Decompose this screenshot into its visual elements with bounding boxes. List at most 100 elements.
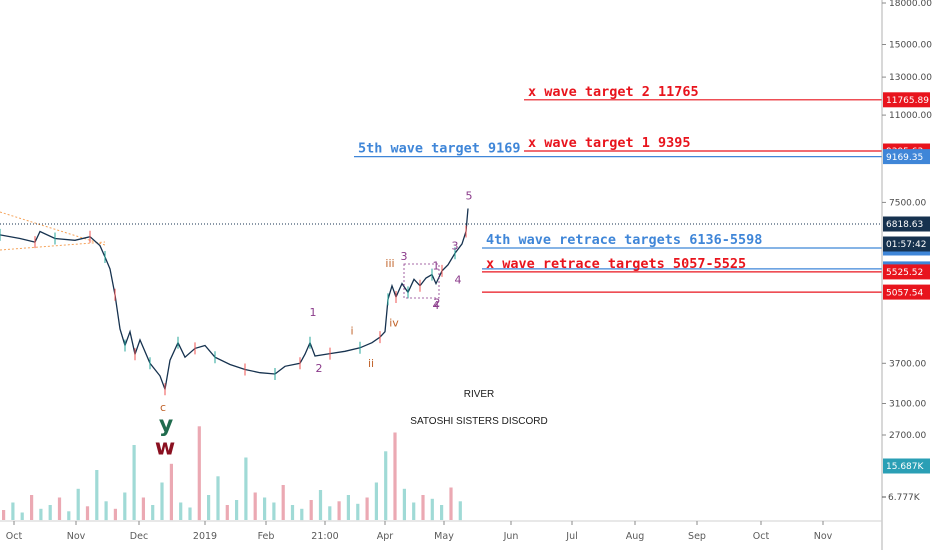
time-tick-label: 2019 [193, 531, 217, 542]
volume-bar [337, 501, 341, 521]
time-tick-label: Sep [688, 531, 706, 542]
volume-bar [263, 497, 267, 520]
volume-bar [197, 426, 201, 521]
volume-bar [458, 501, 462, 521]
wave-big-label: y [159, 413, 173, 438]
volume-bar [449, 487, 453, 520]
wave-label: 5 [466, 189, 473, 202]
volume-bar [402, 488, 406, 521]
time-tick-label: May [434, 531, 454, 542]
time-tick-label: Jul [565, 531, 577, 542]
target-badge-bg [883, 284, 930, 300]
notes: RIVER SATOSHI SISTERS DISCORD [410, 389, 547, 427]
time-tick-label: Nov [67, 531, 86, 542]
volume-bar [207, 495, 211, 520]
target-label: 4th wave retrace targets 6136-5598 [486, 232, 762, 248]
volume-bar [356, 503, 360, 521]
wave-label: iv [389, 316, 399, 329]
note-discord: SATOSHI SISTERS DISCORD [410, 416, 547, 427]
time-tick-label: Oct [753, 531, 770, 542]
time-tick-label: Dec [130, 531, 148, 542]
volume-bar [244, 457, 248, 520]
note-river: RIVER [464, 389, 495, 400]
volume-bar [151, 505, 155, 520]
target-label: 5th wave target 9169 [358, 141, 521, 157]
volume-bar [393, 432, 397, 520]
volume-bar [39, 508, 43, 521]
price-line [0, 208, 469, 392]
volume-bar [281, 485, 285, 520]
target-label: x wave target 1 9395 [528, 135, 691, 151]
volume-bar [300, 508, 304, 521]
volume-bar [290, 505, 295, 520]
volume-bar [57, 497, 62, 520]
fib-lines [0, 211, 106, 251]
volume-bar [188, 507, 192, 520]
countdown-badge: 01:57:42 [886, 240, 926, 250]
volume-bars [2, 426, 462, 521]
price-tick-label: 2700.00 [889, 431, 926, 441]
volume-bar [113, 508, 117, 521]
price-axis[interactable]: 18000.00 15000.00 13000.00 11000.00 7500.00 3… [882, 0, 932, 441]
countdown-badge-bg [883, 236, 930, 252]
volume-bar [67, 511, 71, 521]
wave-label: 1 [433, 260, 440, 273]
wave-label: 4 [433, 299, 440, 312]
volume-bar [421, 495, 425, 520]
wave-label: 2 [316, 362, 323, 375]
price-series [0, 208, 469, 396]
price-tick-label: 18000.00 [889, 0, 932, 9]
time-tick-label: Oct [6, 531, 23, 542]
volume-bar [30, 495, 34, 520]
volume-bar [318, 490, 323, 520]
target-badge-bg [883, 149, 930, 165]
wave-label: 2 [434, 296, 441, 309]
wave-label: 3 [401, 250, 408, 263]
target-badge-bg [883, 264, 930, 280]
target-lines: x wave target 2 11765 x wave target 1 939… [0, 84, 882, 293]
target-badge: 9169.35 [886, 153, 923, 163]
volume-bar [346, 495, 350, 520]
price-tick-label: 3700.00 [889, 359, 926, 369]
target-badge-bg [883, 92, 930, 108]
time-tick-label: Feb [258, 531, 275, 542]
volume-bar [412, 502, 416, 520]
volume-average-label: 6.777K [888, 493, 921, 503]
time-axis[interactable]: Oct Nov Dec 2019 Feb 21:00 Apr May Jun Jul Aug Sep O… [6, 521, 833, 542]
volume-current-badge-bg [883, 458, 930, 474]
volume-bar [132, 445, 136, 520]
time-tick-label: Apr [377, 531, 394, 542]
target-label: x wave target 2 11765 [528, 84, 699, 100]
wave-label: 3 [452, 239, 459, 252]
price-tick-label: 15000.00 [889, 41, 932, 51]
volume-bar [225, 505, 229, 520]
time-tick-label: 21:00 [311, 531, 338, 542]
wave-label: 4 [455, 274, 462, 287]
wave-label: c [160, 401, 166, 414]
current-price-badge-bg [883, 216, 930, 232]
volume-bar [123, 492, 127, 520]
volume-bar [216, 476, 220, 521]
volume-bar [85, 506, 90, 521]
volume-bar [76, 488, 80, 521]
wave-label: 1 [310, 306, 317, 319]
wave-label: ii [368, 357, 374, 370]
volume-bar [374, 482, 378, 520]
volume-bar [440, 505, 444, 520]
target-badge: 5057.54 [886, 288, 923, 298]
volume-bar [179, 502, 183, 520]
volume-bar [169, 463, 173, 521]
time-tick-label: Aug [626, 531, 645, 542]
wave-label: iii [385, 257, 394, 270]
volume-bar [272, 502, 276, 520]
wave-label: i [350, 324, 353, 337]
wave-big-label: w [155, 435, 175, 460]
volume-bar [11, 502, 15, 520]
price-tick-label: 3100.00 [889, 400, 926, 410]
volume-bar [48, 505, 52, 520]
time-tick-label: Nov [814, 531, 833, 542]
target-badge: 11765.89 [886, 96, 929, 106]
volume-bar [95, 470, 99, 520]
